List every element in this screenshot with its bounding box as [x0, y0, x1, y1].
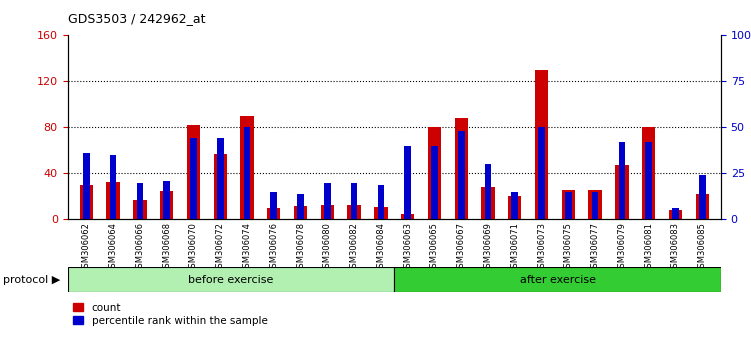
- Bar: [401, 214, 415, 219]
- Bar: [133, 200, 146, 219]
- Text: after exercise: after exercise: [520, 275, 596, 285]
- Bar: [562, 189, 575, 219]
- Bar: [454, 118, 468, 219]
- Bar: [297, 194, 304, 219]
- Bar: [672, 209, 679, 219]
- Legend: count, percentile rank within the sample: count, percentile rank within the sample: [73, 303, 267, 326]
- Bar: [351, 183, 357, 219]
- Bar: [270, 192, 277, 219]
- Bar: [163, 181, 170, 219]
- Bar: [190, 138, 197, 219]
- Bar: [535, 70, 548, 219]
- Bar: [645, 142, 652, 219]
- Bar: [80, 185, 93, 219]
- Bar: [213, 154, 227, 219]
- Bar: [243, 127, 250, 219]
- Bar: [217, 138, 224, 219]
- Bar: [484, 164, 491, 219]
- Bar: [538, 127, 545, 219]
- Bar: [240, 116, 254, 219]
- Bar: [699, 175, 705, 219]
- Bar: [68, 267, 394, 292]
- Bar: [589, 189, 602, 219]
- Bar: [511, 192, 518, 219]
- Bar: [83, 153, 89, 219]
- Bar: [137, 183, 143, 219]
- Bar: [404, 146, 411, 219]
- Bar: [321, 205, 334, 219]
- Bar: [481, 187, 495, 219]
- Bar: [107, 182, 120, 219]
- Bar: [695, 194, 709, 219]
- Bar: [378, 184, 385, 219]
- Bar: [431, 146, 438, 219]
- Bar: [642, 127, 656, 219]
- Bar: [160, 191, 173, 219]
- Bar: [458, 131, 465, 219]
- Bar: [394, 267, 721, 292]
- Bar: [294, 206, 307, 219]
- Bar: [508, 196, 521, 219]
- Text: GDS3503 / 242962_at: GDS3503 / 242962_at: [68, 12, 205, 25]
- Bar: [592, 192, 599, 219]
- Text: protocol ▶: protocol ▶: [3, 275, 60, 285]
- Bar: [374, 207, 388, 219]
- Text: before exercise: before exercise: [189, 275, 273, 285]
- Bar: [187, 125, 200, 219]
- Bar: [348, 205, 360, 219]
- Bar: [324, 183, 330, 219]
- Bar: [615, 165, 629, 219]
- Bar: [565, 192, 572, 219]
- Bar: [110, 155, 116, 219]
- Bar: [428, 127, 441, 219]
- Bar: [267, 208, 280, 219]
- Bar: [668, 210, 682, 219]
- Bar: [619, 142, 626, 219]
